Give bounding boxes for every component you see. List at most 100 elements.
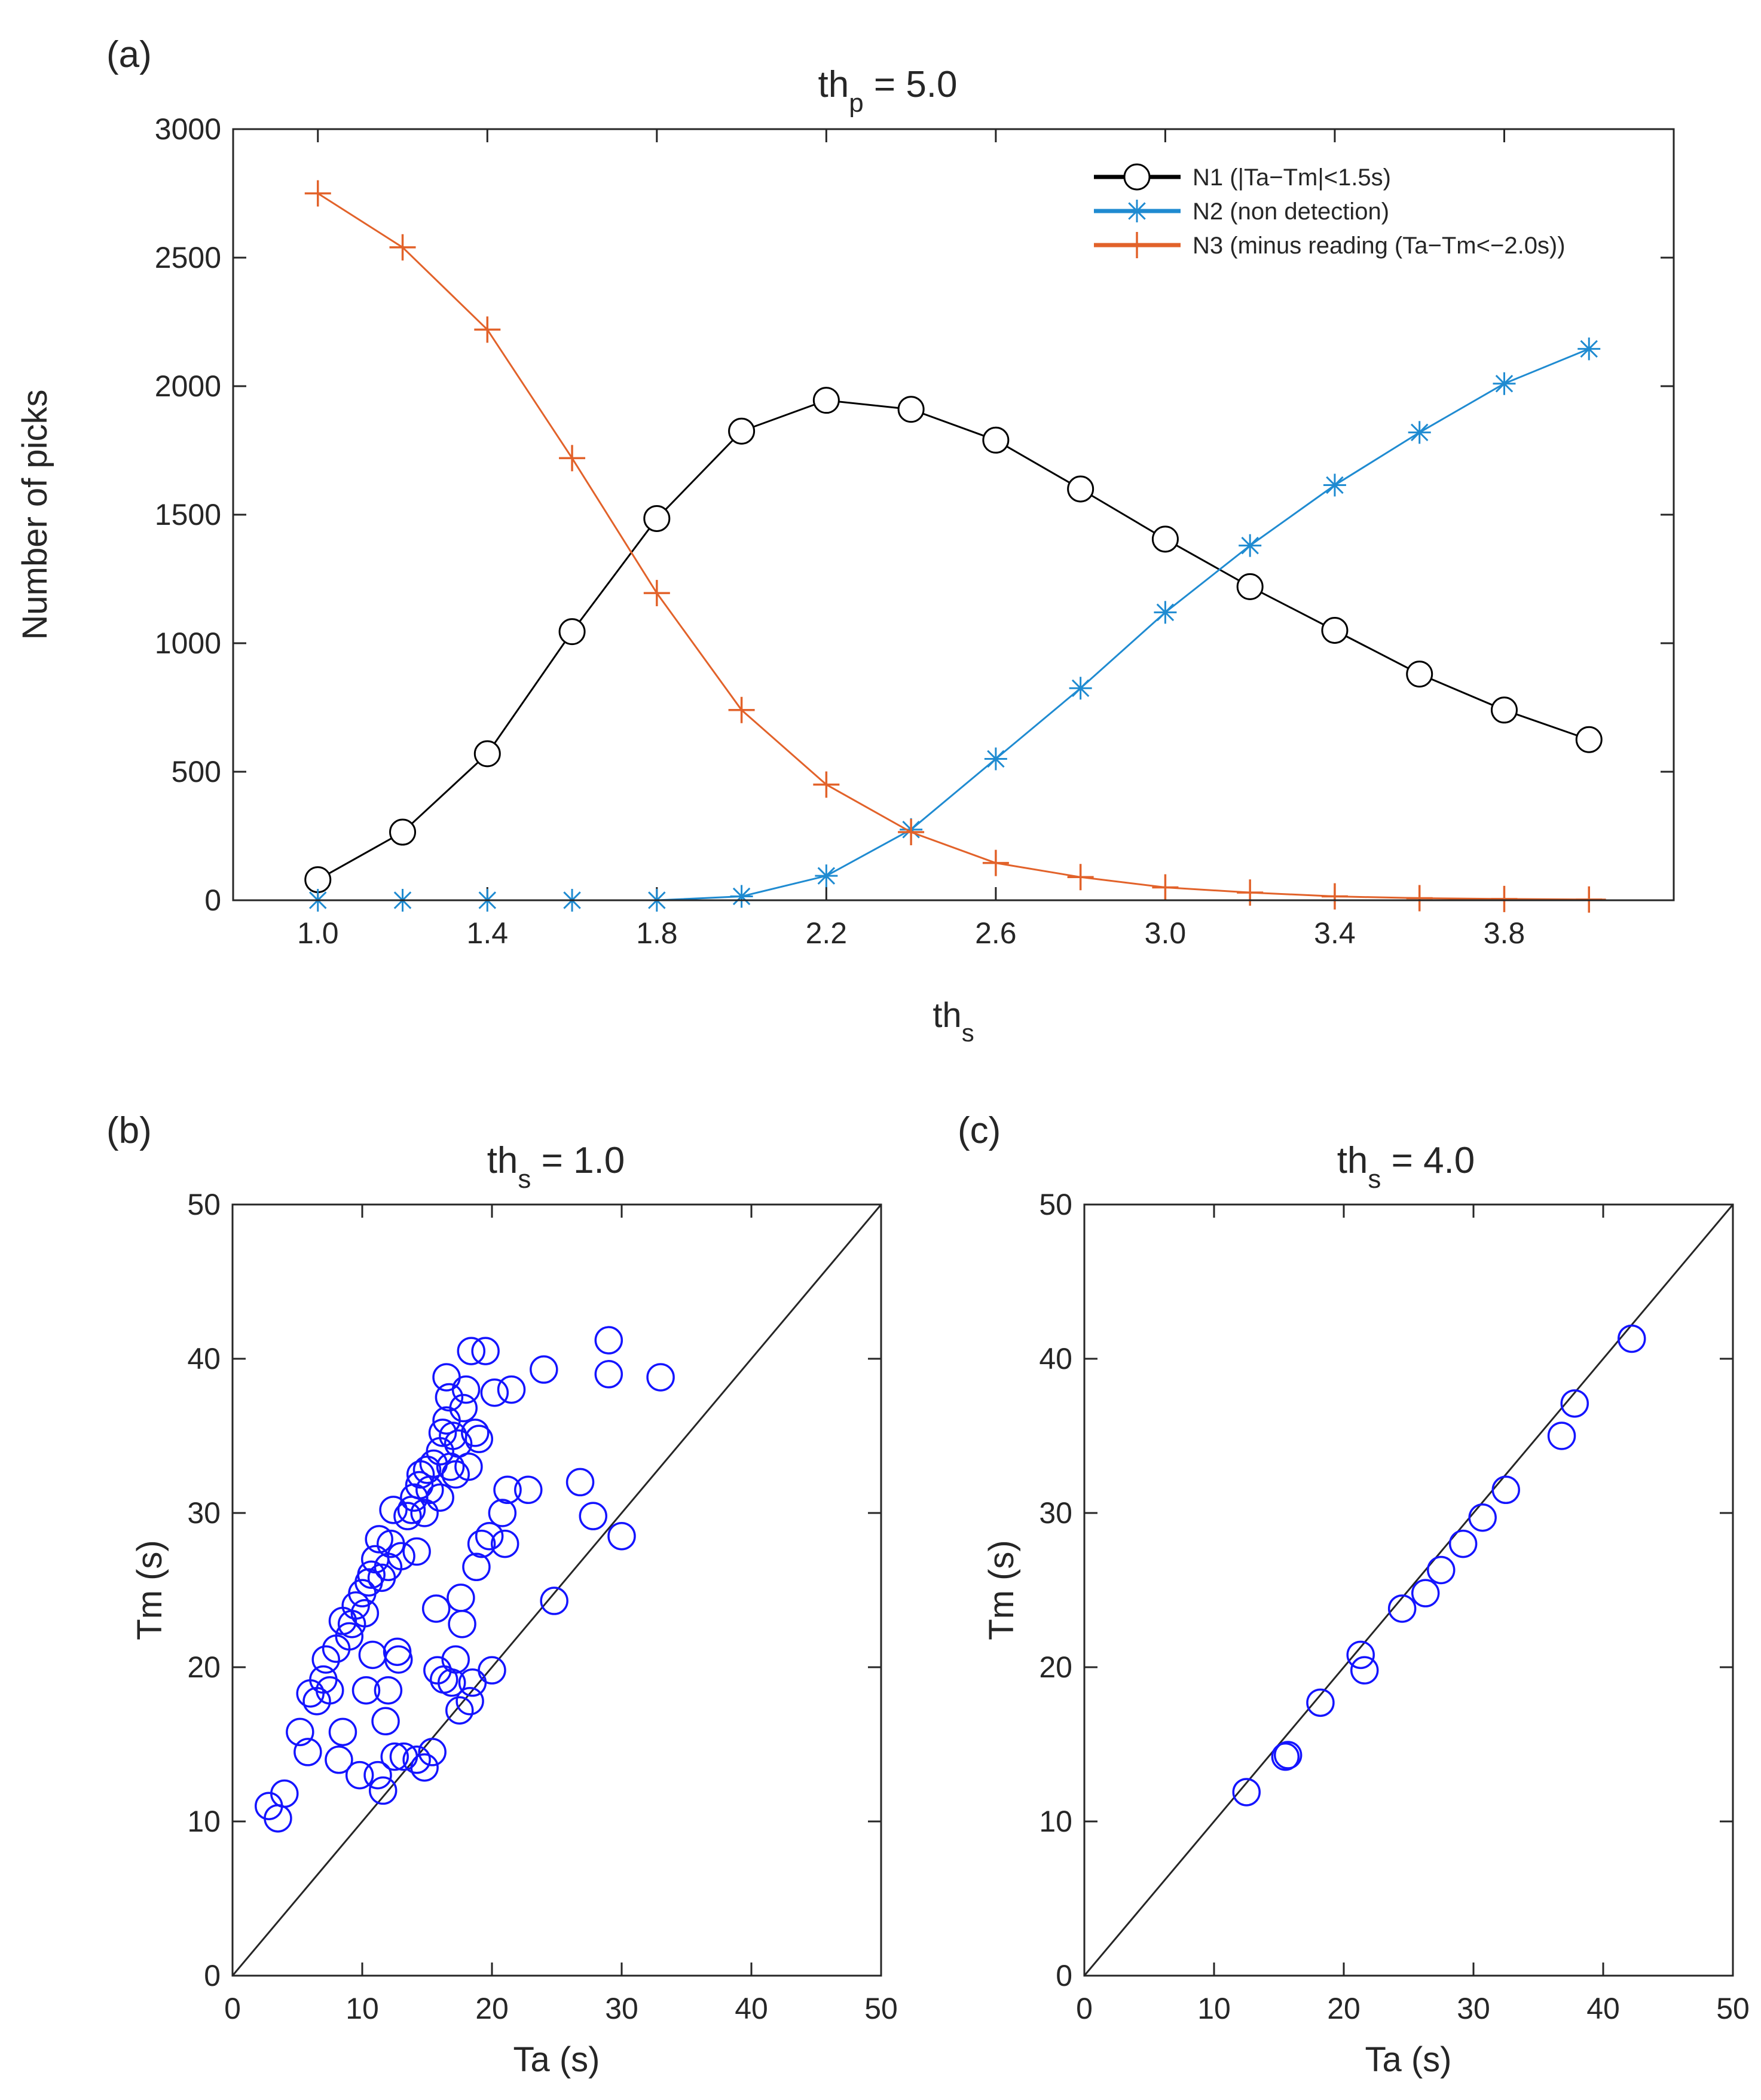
scatter-point-b-88 <box>514 1475 543 1505</box>
series-3-point-9 <box>1067 864 1094 891</box>
scatter-point-c-13 <box>1560 1389 1589 1418</box>
scatter-point-b-91 <box>565 1468 595 1497</box>
chart-title-c-main: th <box>1337 1140 1368 1181</box>
x-axis-label-a-main: th <box>933 996 961 1035</box>
legend-label-2: N2 (non detection) <box>1193 198 1389 225</box>
scatter-point-b-87 <box>497 1375 526 1404</box>
x-axis-label-b: Ta (s) <box>513 2040 600 2079</box>
panel-b-tick-labels: 0 10 20 30 40 50 0 10 20 30 40 50 <box>187 1188 897 2025</box>
chart-title-c-suffix: = 4.0 <box>1381 1140 1475 1181</box>
series-1-point-12 <box>1321 617 1349 644</box>
scatter-point-b-69 <box>448 1610 476 1639</box>
scatter-point-b-70 <box>449 1393 478 1423</box>
legend-a: N1 (|Ta−Tm|<1.5s) N2 (non detection) N3 (m… <box>1094 163 1566 259</box>
y-tick-label-b-0: 0 <box>204 1959 221 1992</box>
scatter-point-b-37 <box>387 1542 415 1570</box>
scatter-point-c-7 <box>1411 1579 1440 1607</box>
legend-marker-2 <box>1126 200 1148 222</box>
scatter-point-b-52 <box>421 1594 451 1623</box>
series-3-point-5 <box>728 696 755 723</box>
scatter-point-c-10 <box>1468 1503 1497 1532</box>
scatter-point-c-8 <box>1427 1555 1456 1585</box>
scatter-point-c-12 <box>1547 1422 1576 1450</box>
panel-c-scatter: (c) ths = 4.0 0 10 20 30 40 50 0 10 20 30 40 50 Tm … <box>958 1110 1750 2079</box>
scatter-point-b-28 <box>368 1776 398 1805</box>
scatter-point-c-0 <box>1232 1778 1261 1806</box>
scatter-point-b-11 <box>325 1746 353 1774</box>
series-1-point-14 <box>1490 696 1518 724</box>
chart-title-a-subscript: p <box>849 88 863 118</box>
x-axis-label-a-subscript: s <box>962 1019 974 1047</box>
series-3 <box>304 180 1606 913</box>
scatter-point-b-84 <box>488 1499 517 1527</box>
y-tick-label-a-1: 500 <box>172 755 221 788</box>
chart-title-a-main: th <box>818 64 849 105</box>
y-tick-label-c-2: 20 <box>1039 1650 1072 1684</box>
scatter-point-b-95 <box>607 1521 636 1551</box>
x-tick-label-b-0: 0 <box>224 1992 241 2025</box>
series-2-point-11 <box>1239 534 1262 557</box>
chart-title-b: ths = 1.0 <box>487 1140 625 1194</box>
series-2-point-15 <box>1577 337 1601 360</box>
scatter-point-b-62 <box>437 1668 466 1697</box>
chart-title-b-main: th <box>487 1140 518 1181</box>
scatter-point-b-33 <box>379 1496 408 1524</box>
scatter-point-b-36 <box>384 1645 413 1674</box>
series-1-point-15 <box>1575 726 1603 753</box>
scatter-point-b-86 <box>493 1475 522 1505</box>
scatter-point-c-11 <box>1491 1475 1520 1505</box>
x-axis-label-c: Ta (s) <box>1365 2040 1452 2079</box>
series-3-point-0 <box>304 180 331 207</box>
x-tick-label-b-3: 30 <box>605 1992 638 2025</box>
legend-label-3: N3 (minus reading (Ta−Tm<−2.0s)) <box>1193 233 1566 259</box>
scatter-point-b-34 <box>380 1742 409 1771</box>
scatter-point-b-79 <box>467 1529 496 1558</box>
x-axis-label-a: ths <box>933 996 974 1047</box>
scatter-point-b-73 <box>455 1687 484 1716</box>
scatter-point-b-66 <box>444 1429 473 1458</box>
legend-marker-1 <box>1123 163 1151 191</box>
x-tick-label-c-0: 0 <box>1076 1992 1093 2025</box>
panel-c-tick-labels: 0 10 20 30 40 50 0 10 20 30 40 50 <box>1039 1188 1749 2025</box>
scatter-point-b-29 <box>371 1707 400 1736</box>
scatter-point-b-92 <box>579 1502 608 1530</box>
x-tick-label-b-1: 10 <box>346 1992 379 2025</box>
y-tick-label-a-2: 1000 <box>155 626 221 660</box>
panel-label-a: (a) <box>106 34 152 75</box>
series-3-point-8 <box>982 849 1009 876</box>
series-1-point-10 <box>1151 525 1179 553</box>
panel-a-threshold-curves: (a) thp = 5.0 1.0 1.4 1.8 2.2 2.6 3.0 3.4 3.805… <box>16 34 1675 1047</box>
scatter-point-b-74 <box>457 1337 486 1365</box>
series-1 <box>304 387 1603 894</box>
scatter-point-b-19 <box>350 1598 380 1628</box>
scatter-point-c-6 <box>1387 1594 1417 1623</box>
series-1-point-13 <box>1406 661 1433 688</box>
series-3-point-11 <box>1237 879 1264 906</box>
chart-title-c: ths = 4.0 <box>1337 1140 1475 1194</box>
scatter-point-b-46 <box>410 1753 439 1782</box>
scatter-point-b-26 <box>365 1525 393 1554</box>
y-tick-label-b-2: 20 <box>187 1650 221 1684</box>
panel-a-tick-labels: 1.0 1.4 1.8 2.2 2.6 3.0 3.4 3.8 0 500 1000 1500 2000… <box>155 112 1525 950</box>
scatter-point-b-77 <box>462 1552 491 1582</box>
y-tick-label-c-0: 0 <box>1056 1959 1072 1992</box>
series-1-point-4 <box>643 505 671 532</box>
series-3-line <box>317 192 1606 901</box>
scatter-point-b-78 <box>464 1425 494 1453</box>
y-tick-label-b-3: 30 <box>187 1496 221 1530</box>
chart-title-a-suffix: = 5.0 <box>864 64 958 105</box>
series-2-point-14 <box>1493 372 1516 395</box>
y-tick-label-a-0: 0 <box>204 884 221 917</box>
series-1-point-1 <box>389 818 417 846</box>
scatter-point-b-23 <box>358 1640 387 1670</box>
scatter-point-b-89 <box>530 1355 558 1384</box>
series-2 <box>306 337 1601 912</box>
y-axis-label-b: Tm (s) <box>130 1540 169 1640</box>
scatter-point-b-81 <box>475 1521 504 1551</box>
x-tick-label-c-3: 30 <box>1457 1992 1490 2025</box>
plot-frame-b <box>231 1203 882 1977</box>
scatter-point-b-14 <box>335 1622 364 1651</box>
scatter-point-b-20 <box>351 1676 381 1705</box>
series-3-point-2 <box>474 316 501 343</box>
series-1-point-3 <box>558 618 586 646</box>
